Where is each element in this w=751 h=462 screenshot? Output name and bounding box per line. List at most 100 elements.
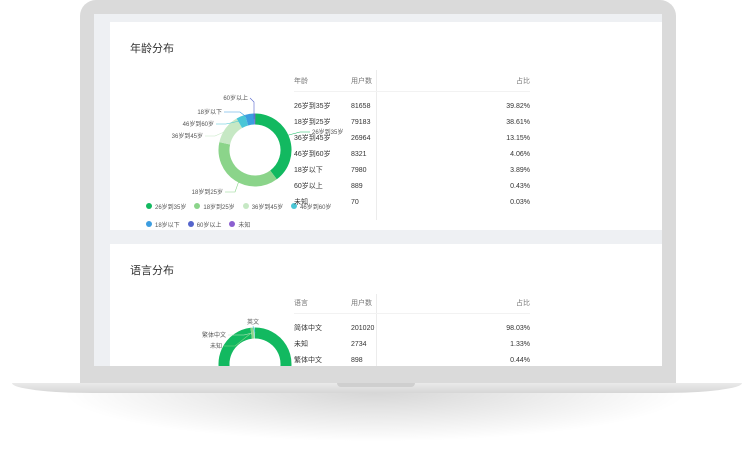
- label-leader-line: [228, 332, 253, 336]
- slice-label: 未知: [210, 342, 222, 350]
- table-row: 36岁到45岁 26964 13.15%: [294, 130, 530, 146]
- row-label: 18岁到25岁: [294, 119, 331, 126]
- row-pct: 0.44%: [510, 356, 530, 364]
- row-label: 60岁以上: [294, 183, 323, 190]
- slice-label: 36岁到45岁: [172, 132, 203, 140]
- label-leader-line: [284, 131, 310, 137]
- age-card-title: 年龄分布: [130, 43, 174, 55]
- row-pct: 1.33%: [510, 340, 530, 348]
- age-table-header: 年龄 用户数 占比: [294, 76, 530, 92]
- row-pct: 98.03%: [506, 324, 530, 332]
- label-leader-line: [216, 119, 245, 125]
- slice-label: 18岁到25岁: [192, 188, 223, 196]
- language-table: 语言 用户数 占比 简体中文 201020 98.03% 未知 2734 1.33% 繁体中…: [294, 298, 530, 368]
- donut-slice[interactable]: [218, 142, 277, 187]
- card-divider: [376, 70, 377, 220]
- row-label: 简体中文: [294, 325, 322, 332]
- slice-label: 26岁到35岁: [312, 128, 343, 136]
- language-table-header: 语言 用户数 占比: [294, 298, 530, 314]
- slice-label: 18岁以下: [197, 108, 222, 116]
- pct-header-col: 占比: [516, 78, 530, 85]
- legend-label: 18岁以下: [155, 222, 180, 229]
- card-divider: [376, 294, 377, 366]
- legend-label: 26岁到35岁: [155, 204, 187, 211]
- donut-slice[interactable]: [236, 114, 249, 129]
- label-leader-line: [252, 325, 256, 334]
- label-leader-line: [225, 177, 241, 193]
- legend-swatch: [146, 221, 152, 227]
- age-legend: 26岁到35岁 18岁到25岁 36岁到45岁 46岁到60岁 18岁以下 60岁以上 未知: [146, 196, 346, 232]
- label-leader-line: [224, 333, 251, 347]
- users-header-col: 用户数: [351, 300, 372, 307]
- slice-label: 46岁到60岁: [183, 120, 214, 128]
- table-row: 26岁到35岁 81658 39.82%: [294, 98, 530, 114]
- row-pct: 38.61%: [506, 118, 530, 126]
- table-row: 未知 2734 1.33%: [294, 336, 530, 352]
- slice-label: 繁体中文: [202, 331, 226, 339]
- table-row: 46岁到60岁 8321 4.06%: [294, 146, 530, 162]
- donut-slice[interactable]: [245, 113, 255, 126]
- laptop-notch: [337, 383, 415, 387]
- row-users: 889: [351, 182, 363, 190]
- laptop-screen: 年龄分布 26岁到35岁 18岁到25岁 36岁到45岁 46岁到60岁 18岁以下 60…: [94, 14, 662, 366]
- row-users: 201020: [351, 324, 375, 332]
- legend-item[interactable]: 36岁到45岁: [242, 201, 284, 211]
- legend-label: 60岁以上: [196, 222, 222, 229]
- row-label: 未知: [294, 199, 308, 206]
- label-leader-line: [224, 111, 250, 120]
- legend-swatch: [187, 221, 194, 227]
- age-distribution-card: 年龄分布 26岁到35岁 18岁到25岁 36岁到45岁 46岁到60岁 18岁以下 60…: [110, 22, 662, 230]
- language-distribution-card: 语言分布 英文 繁体中文 未知: [110, 244, 662, 366]
- row-users: 26964: [351, 134, 371, 142]
- row-pct: 0.03%: [510, 198, 530, 206]
- row-pct: 39.82%: [506, 102, 530, 110]
- row-users: 81658: [351, 102, 371, 110]
- row-label: 46岁到60岁: [294, 151, 331, 158]
- label-leader-line: [249, 97, 255, 119]
- row-users: 79183: [351, 118, 371, 126]
- legend-label: 46岁到60岁: [300, 204, 332, 211]
- legend-swatch: [146, 203, 152, 209]
- table-row: 繁体中文 898 0.44%: [294, 352, 530, 368]
- row-label: 18岁以下: [294, 167, 323, 174]
- row-label: 26岁到35岁: [294, 103, 331, 110]
- legend-label: 未知: [238, 222, 251, 229]
- legend-swatch: [194, 203, 201, 209]
- row-pct: 3.89%: [510, 166, 530, 174]
- age-table: 年龄 用户数 占比 26岁到35岁 81658 39.82% 18岁到25岁 79183…: [294, 76, 530, 210]
- legend-item[interactable]: 18岁到25岁: [194, 201, 235, 211]
- row-pct: 13.15%: [506, 134, 530, 142]
- row-users: 7980: [351, 166, 367, 174]
- pct-header-col: 占比: [516, 300, 530, 307]
- row-users: 2734: [351, 340, 367, 348]
- users-header-col: 用户数: [351, 78, 372, 85]
- label-leader-line: [205, 127, 234, 137]
- language-header-col: 语言: [294, 300, 308, 307]
- donut-slice[interactable]: [218, 327, 292, 366]
- row-users: 8321: [351, 150, 367, 158]
- donut-slice[interactable]: [254, 113, 292, 180]
- table-row: 18岁以下 7980 3.89%: [294, 162, 530, 178]
- legend-item[interactable]: 26岁到35岁: [146, 201, 186, 211]
- legend-swatch: [291, 203, 298, 209]
- legend-item[interactable]: 未知: [229, 219, 250, 229]
- row-label: 未知: [294, 341, 308, 348]
- legend-item[interactable]: 18岁以下: [146, 219, 180, 229]
- table-row: 未知 70 0.03%: [294, 194, 530, 210]
- slice-label: 60岁以上: [223, 94, 248, 102]
- legend-item[interactable]: 46岁到60岁: [291, 201, 331, 211]
- row-label: 繁体中文: [294, 357, 322, 364]
- legend-label: 36岁到45岁: [251, 204, 284, 211]
- row-label: 36岁到45岁: [294, 135, 331, 142]
- age-header-col: 年龄: [294, 78, 308, 85]
- row-users: 898: [351, 356, 363, 364]
- donut-slice[interactable]: [219, 118, 243, 145]
- row-pct: 4.06%: [510, 150, 530, 158]
- table-row: 简体中文 201020 98.03%: [294, 320, 530, 336]
- legend-item[interactable]: 60岁以上: [187, 219, 222, 229]
- language-card-title: 语言分布: [130, 265, 174, 277]
- laptop-base: [12, 383, 742, 393]
- slice-label: 英文: [247, 318, 259, 326]
